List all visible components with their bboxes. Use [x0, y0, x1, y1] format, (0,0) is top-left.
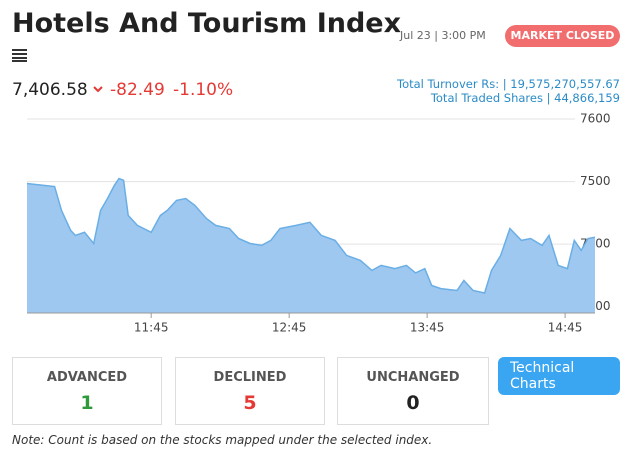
- technical-charts-button[interactable]: Technical Charts: [498, 357, 620, 395]
- x-tick-label: 13:45: [410, 321, 445, 335]
- x-tick-label: 11:45: [134, 321, 169, 335]
- stat-value: 0: [406, 392, 420, 414]
- market-status: MARKET CLOSED: [505, 25, 620, 47]
- price: 7,406.58: [12, 80, 88, 100]
- stat-box: DECLINED 5: [175, 357, 325, 425]
- change-pct: -1.10%: [173, 80, 234, 100]
- stat-box: ADVANCED 1: [12, 357, 162, 425]
- menu-icon[interactable]: [12, 48, 28, 62]
- x-tick-label: 12:45: [272, 321, 307, 335]
- stat-label: ADVANCED: [46, 370, 128, 385]
- stat-value: 5: [243, 392, 257, 414]
- stat-value: 1: [80, 392, 94, 414]
- stat-label: UNCHANGED: [366, 370, 460, 385]
- change: -82.49: [110, 80, 165, 100]
- stat-box: UNCHANGED 0: [337, 357, 489, 425]
- note: Note: Count is based on the stocks mappe…: [12, 433, 433, 447]
- y-tick-label: 7600: [580, 112, 611, 126]
- down-arrow: [93, 86, 103, 93]
- turnover: Total Turnover Rs: | 19,575,270,557.67: [397, 77, 620, 91]
- area-fill: [27, 178, 595, 313]
- title: Hotels And Tourism Index: [12, 8, 402, 39]
- traded-shares: Total Traded Shares | 44,866,159: [430, 91, 620, 105]
- area-line: [26, 177, 596, 294]
- y-tick-label: 7500: [580, 174, 611, 188]
- stat-label: DECLINED: [213, 370, 287, 385]
- datetime: Jul 23 | 3:00 PM: [400, 29, 486, 42]
- x-tick-label: 14:45: [548, 321, 583, 335]
